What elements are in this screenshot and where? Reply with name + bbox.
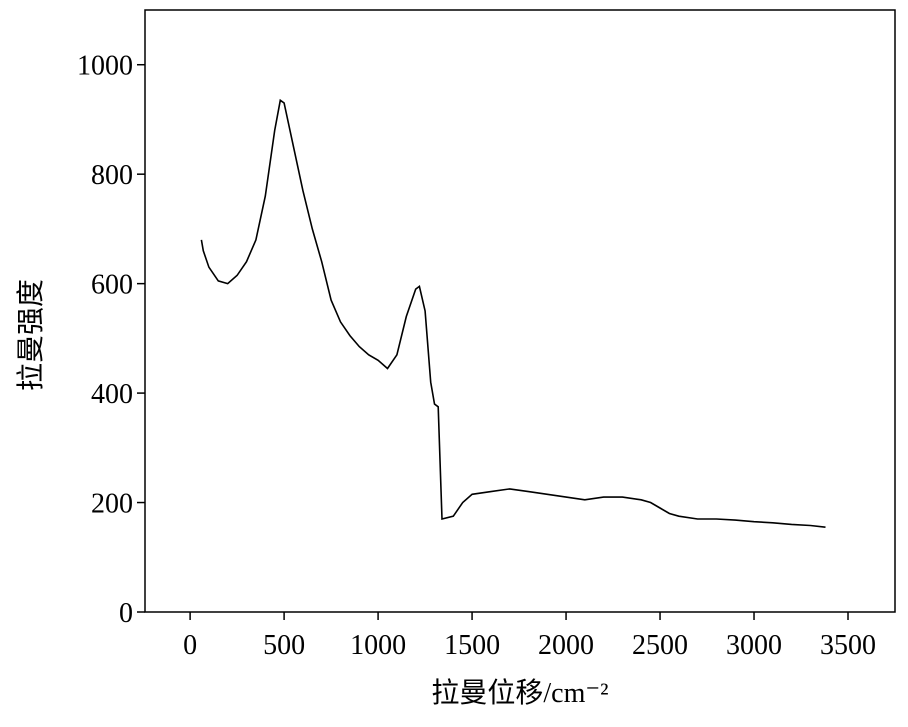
y-tick-label: 0 (119, 598, 133, 629)
x-tick-label: 2500 (632, 630, 688, 661)
y-tick-label: 600 (91, 270, 133, 301)
data-line (200, 98, 826, 528)
x-tick-label: 500 (263, 630, 305, 661)
x-tick-label: 2000 (538, 630, 594, 661)
x-axis-label: 拉曼位移/cm⁻² (431, 677, 608, 709)
x-tick-label: 1500 (444, 630, 500, 661)
y-tick-label: 200 (91, 489, 133, 520)
x-tick-label: 1000 (350, 630, 406, 661)
plot-frame (144, 9, 896, 613)
x-tick-label: 3000 (726, 630, 782, 661)
y-tick-label: 800 (91, 160, 133, 191)
x-tick-label: 0 (183, 630, 197, 661)
y-tick-label: 400 (91, 379, 133, 410)
y-axis-label: 拉曼强度 (15, 279, 47, 391)
y-tick-label: 1000 (77, 51, 133, 82)
x-tick-label: 3500 (820, 630, 876, 661)
